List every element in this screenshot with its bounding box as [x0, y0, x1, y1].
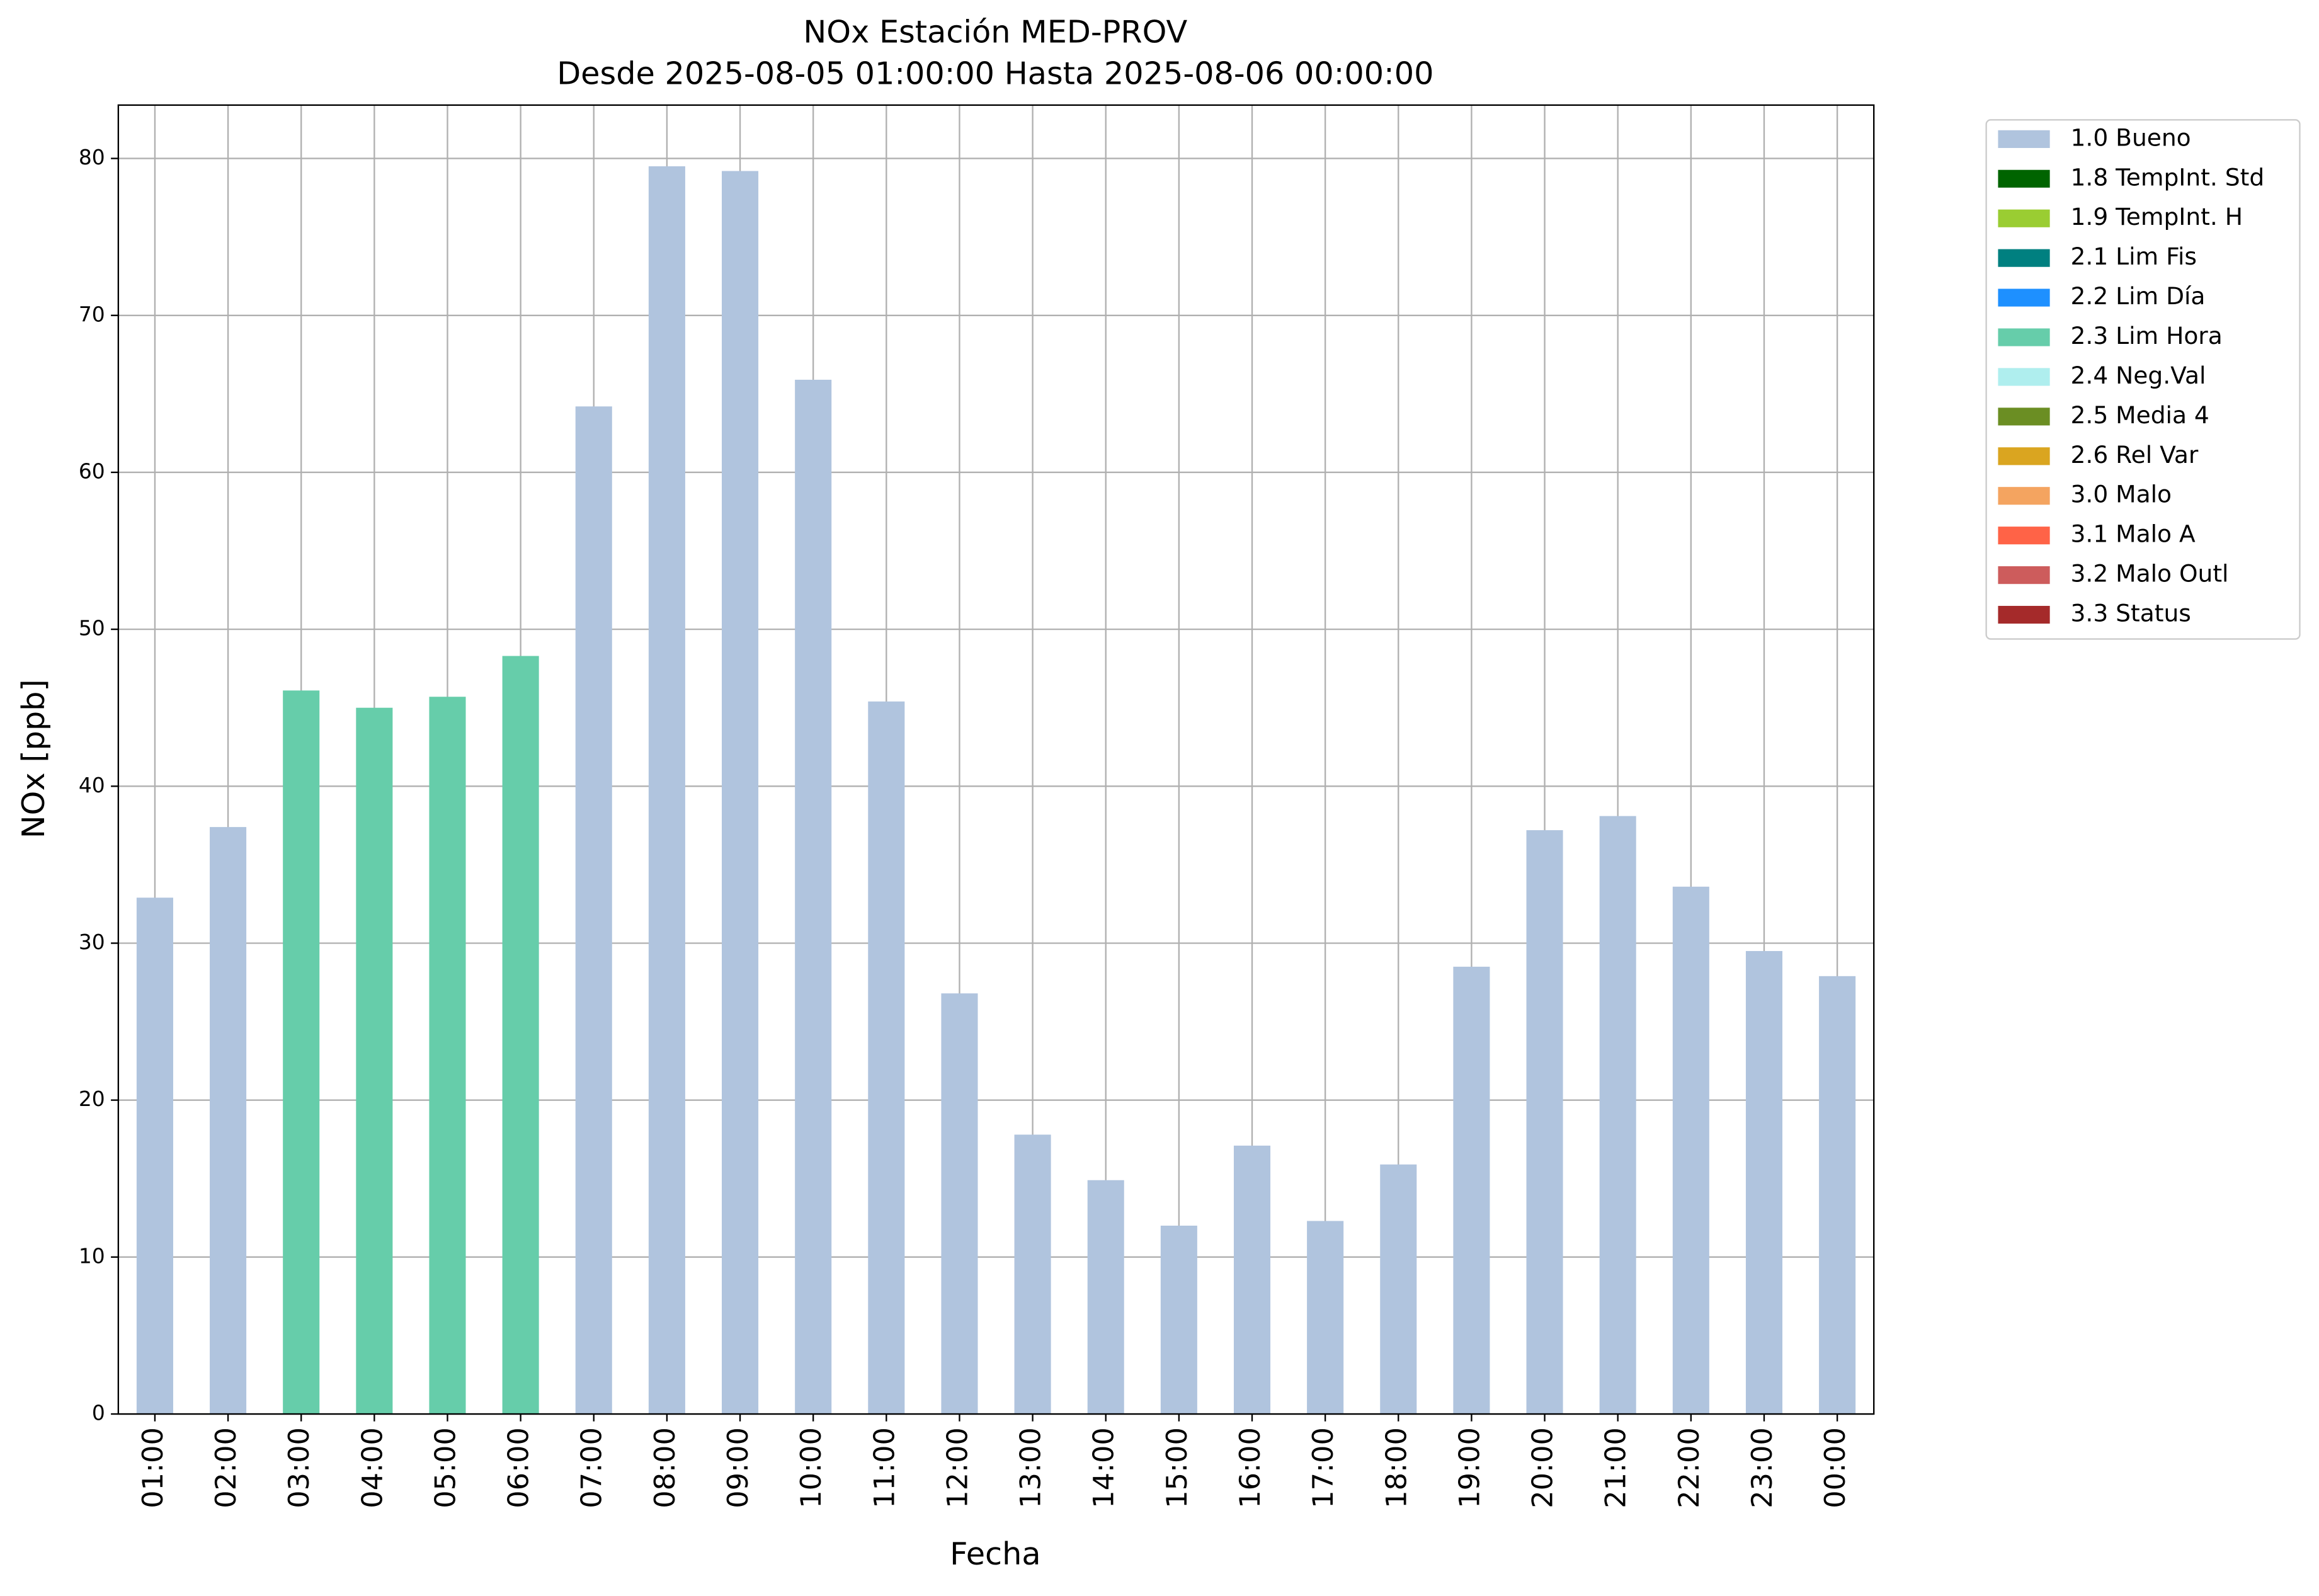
legend-label: 2.3 Lim Hora	[2071, 322, 2223, 350]
bar	[1160, 1226, 1197, 1415]
x-tick-label: 16:00	[1234, 1427, 1267, 1508]
bar	[136, 898, 173, 1415]
y-tick-label: 40	[79, 773, 105, 797]
labels: 0 10 20 30 40 50 60 70 80 01:00 02:00 03:00 04:00 05:…	[79, 145, 1852, 1508]
x-tick-label: 11:00	[868, 1427, 901, 1508]
y-tick-label: 50	[79, 616, 105, 641]
x-tick-label: 09:00	[722, 1427, 755, 1508]
bar	[429, 697, 466, 1415]
x-tick-label: 18:00	[1380, 1427, 1413, 1508]
x-tick-label: 10:00	[795, 1427, 828, 1508]
x-tick-label: 23:00	[1746, 1427, 1779, 1508]
x-tick-label: 02:00	[210, 1427, 242, 1508]
x-tick-label: 08:00	[649, 1427, 681, 1508]
bar	[1014, 1134, 1051, 1415]
bar	[868, 701, 905, 1415]
x-tick-label: 06:00	[503, 1427, 535, 1508]
plot-frame	[117, 104, 1875, 1415]
x-tick-label: 14:00	[1088, 1427, 1120, 1508]
x-tick-label: 17:00	[1307, 1427, 1340, 1508]
bar	[1307, 1221, 1344, 1415]
legend-swatch	[1998, 130, 2050, 148]
bar	[1087, 1180, 1124, 1415]
x-tick-label: 03:00	[283, 1427, 316, 1508]
legend-swatch	[1998, 169, 2050, 188]
x-tick-label: 22:00	[1673, 1427, 1706, 1508]
y-tick-label: 0	[92, 1401, 105, 1425]
legend-entries: 1.0 Bueno 1.8 TempInt. Std 1.9 TempInt. H 2…	[1998, 123, 2264, 627]
bar	[1233, 1145, 1271, 1415]
legend-swatch	[1998, 566, 2050, 584]
legend-swatch	[1998, 447, 2050, 465]
bar	[1745, 950, 1783, 1415]
bars	[136, 166, 1856, 1415]
legend-swatch	[1998, 527, 2050, 545]
bar	[648, 166, 685, 1415]
x-tick-label: 01:00	[137, 1427, 169, 1508]
y-tick-label: 80	[79, 145, 105, 169]
bar	[722, 171, 759, 1415]
bar	[1453, 966, 1490, 1415]
y-axis-label: NOx [ppb]	[15, 679, 52, 838]
y-tick-label: 20	[79, 1086, 105, 1111]
x-tick-label: 04:00	[356, 1427, 389, 1508]
legend-label: 3.0 Malo	[2071, 481, 2172, 508]
x-tick-label: 05:00	[429, 1427, 462, 1508]
legend-swatch	[1998, 328, 2050, 346]
bar	[795, 379, 832, 1415]
legend-label: 3.2 Malo Outl	[2071, 560, 2229, 588]
x-tick-label: 15:00	[1161, 1427, 1194, 1508]
legend-swatch	[1998, 487, 2050, 505]
bar	[210, 827, 247, 1415]
x-tick-label: 13:00	[1015, 1427, 1047, 1508]
legend-label: 3.1 Malo A	[2071, 520, 2196, 548]
x-tick-label: 19:00	[1453, 1427, 1486, 1508]
y-tick-label: 70	[79, 302, 105, 326]
legend	[1985, 119, 2301, 640]
bar	[1526, 830, 1563, 1415]
legend-label: 3.3 Status	[2071, 600, 2191, 627]
bar	[1819, 976, 1856, 1415]
x-tick-label: 12:00	[941, 1427, 974, 1508]
chart-subtitle: Desde 2025-08-05 01:00:00 Hasta 2025-08-…	[557, 55, 1433, 91]
legend-swatch	[1998, 209, 2050, 227]
x-tick-label: 00:00	[1819, 1427, 1852, 1508]
bar	[575, 406, 612, 1415]
x-tick-label: 21:00	[1600, 1427, 1632, 1508]
bar	[1672, 886, 1709, 1415]
legend-swatch	[1998, 249, 2050, 267]
y-tick-label: 60	[79, 459, 105, 483]
legend-swatch	[1998, 368, 2050, 386]
bar	[941, 993, 978, 1415]
legend-label: 2.2 Lim Día	[2071, 282, 2206, 310]
x-tick-label: 07:00	[576, 1427, 608, 1508]
chart-title: NOx Estación MED-PROV	[803, 14, 1187, 50]
legend-label: 2.4 Neg.Val	[2071, 362, 2206, 389]
bar	[356, 707, 393, 1415]
bar	[1380, 1164, 1417, 1415]
y-tick-label: 10	[79, 1243, 105, 1268]
legend-swatch	[1998, 605, 2050, 624]
bar	[1599, 816, 1636, 1415]
legend-swatch	[1998, 408, 2050, 426]
legend-label: 2.1 Lim Fis	[2071, 242, 2197, 270]
legend-label: 1.0 Bueno	[2071, 123, 2191, 151]
bar	[502, 656, 539, 1415]
legend-label: 2.6 Rel Var	[2071, 441, 2199, 469]
x-tick-label: 20:00	[1527, 1427, 1559, 1508]
legend-label: 1.8 TempInt. Std	[2071, 163, 2265, 191]
x-axis-label: Fecha	[950, 1536, 1041, 1572]
bar	[283, 690, 320, 1415]
legend-label: 2.5 Media 4	[2071, 401, 2209, 429]
y-tick-label: 30	[79, 930, 105, 954]
legend-label: 1.9 TempInt. H	[2071, 203, 2243, 231]
legend-swatch	[1998, 288, 2050, 307]
